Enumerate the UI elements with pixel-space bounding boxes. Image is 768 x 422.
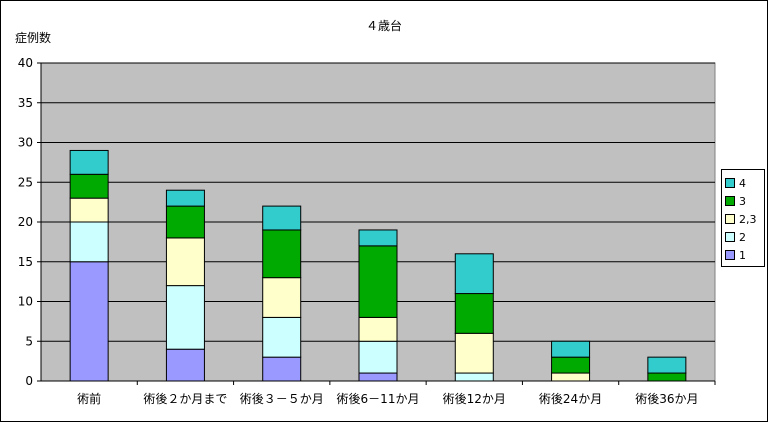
bar-segment [69,149,109,175]
legend-item: 2,3 [725,210,761,228]
y-tick-label: 30 [18,136,33,150]
bar-segment [165,285,205,350]
legend-item: 2 [725,228,761,246]
chart-legend: 4 3 2,3 2 1 [721,169,765,267]
x-tick-label: 術前 [77,391,101,406]
legend-item: 3 [725,192,761,210]
bar-segment [454,372,494,382]
legend-label: 3 [739,194,746,208]
bar-segment [69,197,109,223]
bar-segment [262,229,302,279]
bar-segment [454,293,494,334]
legend-label: 4 [739,176,746,190]
bar-segment [69,173,109,199]
y-tick-label: 15 [18,255,33,269]
bar-segment [358,245,398,318]
bar-segment [358,340,398,374]
bar-segment [69,221,109,263]
legend-label: 2 [739,230,746,244]
bar-segment [647,356,687,374]
legend-item: 4 [725,174,761,192]
legend-swatch [725,232,735,242]
bar-segment [551,356,591,374]
legend-label: 2,3 [739,212,757,226]
bar-segment [69,261,109,382]
x-tick-label: 術後24か月 [539,392,602,406]
bar-segment [358,229,398,247]
y-tick-label: 10 [18,295,33,309]
bar-segment [262,277,302,318]
x-tick-label: 術後36か月 [635,392,698,406]
legend-item: 1 [725,246,761,264]
bar-segment [454,253,494,295]
x-tick-label: 術後6－11か月 [337,392,420,406]
bar-segment [358,372,398,382]
y-tick-label: 20 [18,215,33,229]
legend-label: 1 [739,248,746,262]
chart-title: ４歳台 [365,19,402,33]
bar-segment [647,372,687,382]
bar-segment [262,205,302,231]
bar-segment [551,340,591,358]
bar-segment [551,372,591,382]
bar-segment [358,316,398,342]
bar-segment [165,189,205,207]
y-tick-label: 0 [25,374,33,388]
y-tick-label: 40 [18,56,33,70]
bar-segment [165,348,205,382]
bar-segment [454,332,494,374]
legend-swatch [725,196,735,206]
x-tick-label: 術後２か月まで [143,392,227,406]
legend-swatch [725,214,735,224]
y-tick-label: 35 [18,96,33,110]
y-tick-label: 25 [18,175,33,189]
legend-swatch [725,178,735,188]
y-tick-label: 5 [25,334,33,348]
y-axis-label: 症例数 [15,31,52,45]
bar-segment [165,205,205,239]
bar-segment [262,356,302,382]
x-tick-label: 術後３－５か月 [240,392,324,406]
x-tick-label: 術後12か月 [443,392,506,406]
bar-segment [165,237,205,287]
legend-swatch [725,250,735,260]
bar-segment [262,316,302,358]
